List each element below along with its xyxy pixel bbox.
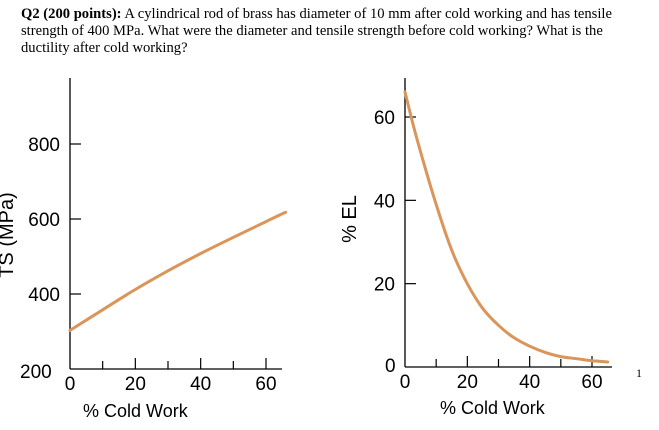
question-label: Q2 (200 points): (21, 6, 122, 22)
ts-x-axis-title: % Cold Work (83, 401, 189, 421)
el-y-tick-label: 40 (374, 191, 395, 212)
el-y-axis-title: % EL (339, 195, 361, 243)
el-x-tick-label: 60 (581, 372, 602, 393)
question-body: A cylindrical rod of brass has diameter … (21, 6, 612, 56)
ts-y-tick-label: 800 (28, 135, 60, 156)
ts-curve (68, 210, 288, 332)
ts-y-axis-title: TS (MPa) (0, 192, 18, 278)
ts-x-tick-label: 40 (190, 374, 211, 395)
el-curve (403, 90, 610, 364)
el-x-tick-label: 0 (400, 372, 411, 393)
el-y-corner-label: 0 (385, 356, 396, 377)
ts-chart: 0 20 40 60 400 600 800 200 % Cold Work TS (MPa) (0, 78, 288, 421)
ts-x-tick-label: 0 (65, 374, 76, 395)
el-chart: 0 20 40 60 20 40 60 0 % Cold Work % EL (339, 78, 612, 418)
page-number: 1 (636, 366, 642, 380)
question-text: Q2 (200 points): A cylindrical rod of br… (21, 6, 651, 57)
ts-y-tick-label: 400 (28, 285, 60, 306)
el-x-tick-label: 20 (457, 372, 478, 393)
el-x-tick-label: 40 (519, 372, 540, 393)
el-y-tick-label: 20 (374, 275, 395, 296)
ts-y-corner-label: 200 (20, 362, 52, 383)
el-x-axis-title: % Cold Work (440, 398, 546, 418)
ts-x-tick-label: 20 (125, 374, 146, 395)
el-y-tick-label: 60 (374, 108, 395, 129)
ts-x-tick-label: 60 (255, 374, 276, 395)
ts-y-tick-label: 600 (28, 210, 60, 231)
